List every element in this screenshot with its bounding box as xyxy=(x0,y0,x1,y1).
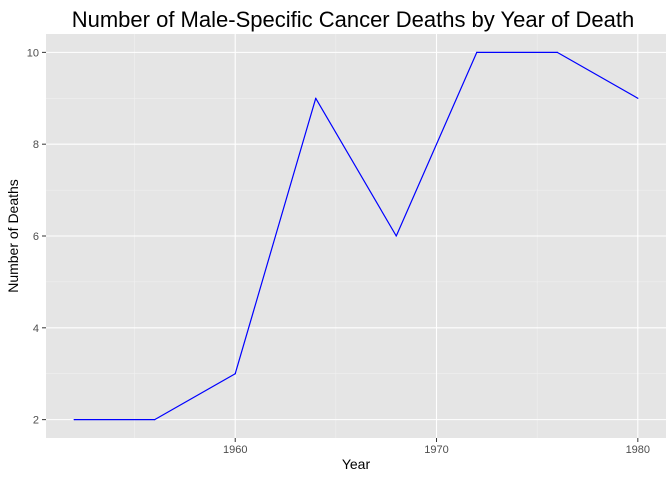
chart-title: Number of Male-Specific Cancer Deaths by… xyxy=(72,7,635,32)
data-series xyxy=(73,51,639,421)
data-point xyxy=(476,51,478,53)
data-point xyxy=(395,235,397,237)
y-axis-title: Number of Deaths xyxy=(5,179,21,293)
data-point xyxy=(315,97,317,99)
x-tick-label: 1970 xyxy=(424,444,448,456)
y-tick-label: 6 xyxy=(33,231,39,243)
axis-ticks xyxy=(42,51,639,442)
data-point xyxy=(73,419,75,421)
x-axis-title: Year xyxy=(342,456,371,472)
data-point xyxy=(154,419,156,421)
x-tick-label: 1980 xyxy=(626,444,650,456)
y-tick-label: 8 xyxy=(33,139,39,151)
axis-tick-labels: 1960 1970 1980 2 4 6 8 10 xyxy=(27,47,650,456)
series-line xyxy=(74,51,639,421)
y-tick-label: 2 xyxy=(33,415,39,427)
x-tick-label: 1960 xyxy=(223,444,247,456)
data-point xyxy=(637,97,639,99)
y-tick-label: 10 xyxy=(27,47,39,59)
y-tick-label: 4 xyxy=(33,323,39,335)
data-point xyxy=(556,51,558,53)
data-point xyxy=(234,373,236,375)
